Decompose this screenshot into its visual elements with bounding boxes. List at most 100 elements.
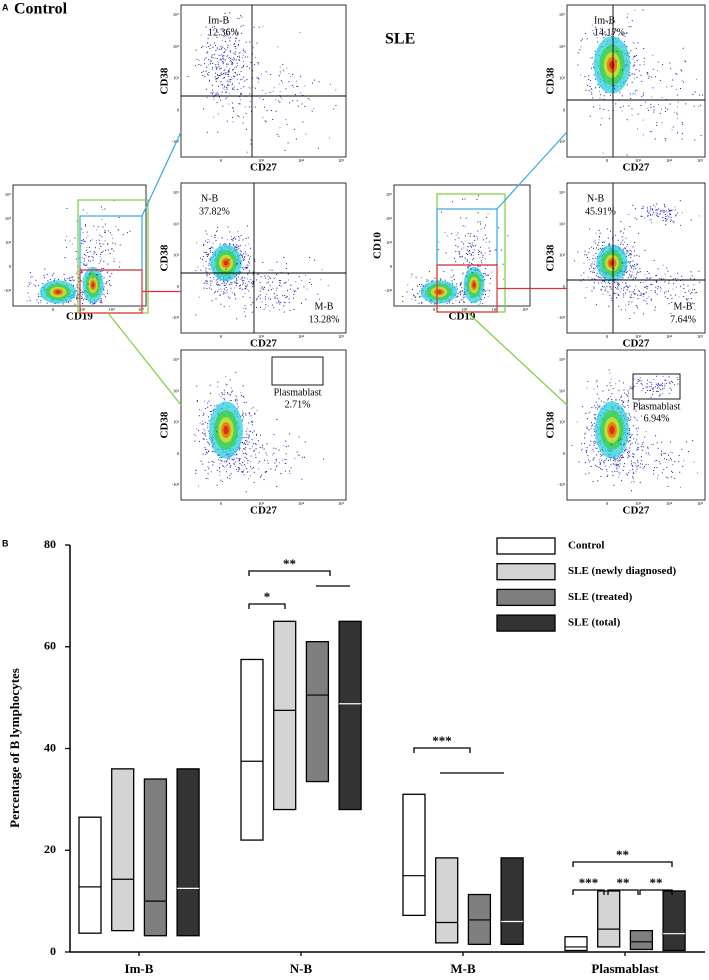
cell-dot bbox=[421, 301, 423, 303]
cell-dot bbox=[640, 282, 642, 284]
cell-dot bbox=[254, 259, 256, 261]
cell-dot bbox=[611, 399, 613, 400]
cell-dot bbox=[597, 244, 599, 246]
cell-dot bbox=[638, 379, 640, 381]
cell-dot bbox=[237, 45, 239, 47]
cell-dot bbox=[262, 99, 264, 101]
cell-dot bbox=[591, 30, 593, 32]
cell-dot bbox=[629, 264, 631, 266]
cell-dot bbox=[605, 465, 607, 467]
cell-dot bbox=[242, 66, 244, 68]
cell-dot bbox=[614, 286, 616, 288]
cell-dot bbox=[297, 288, 299, 290]
cell-dot bbox=[634, 263, 636, 265]
cell-dot bbox=[210, 251, 211, 253]
cell-dot bbox=[457, 292, 459, 294]
cell-dot bbox=[282, 63, 284, 65]
cell-dot bbox=[285, 302, 287, 304]
cell-dot bbox=[666, 209, 668, 211]
cell-dot bbox=[474, 239, 476, 241]
cell-dot bbox=[257, 62, 259, 63]
dot-cloud bbox=[585, 425, 698, 492]
cell-dot bbox=[467, 253, 468, 255]
dot-cloud bbox=[577, 9, 654, 120]
cell-dot bbox=[653, 473, 655, 475]
cell-dot bbox=[671, 129, 673, 131]
cell-dot bbox=[257, 468, 259, 470]
cell-dot bbox=[234, 45, 236, 47]
cell-dot bbox=[216, 92, 218, 94]
cell-dot bbox=[611, 393, 613, 395]
cell-dot bbox=[209, 79, 210, 81]
cell-dot bbox=[657, 383, 659, 385]
cell-dot bbox=[599, 276, 601, 278]
cell-dot bbox=[219, 457, 220, 459]
cell-dot bbox=[258, 78, 260, 80]
cell-dot bbox=[241, 267, 243, 269]
cell-dot bbox=[231, 292, 233, 294]
cell-dot bbox=[40, 300, 42, 302]
cell-dot bbox=[276, 289, 277, 291]
cell-dot bbox=[242, 413, 244, 415]
cell-dot bbox=[616, 470, 618, 472]
cell-dot bbox=[248, 434, 250, 436]
cell-dot bbox=[238, 458, 240, 460]
cell-dot bbox=[221, 461, 223, 463]
cell-dot bbox=[459, 294, 461, 296]
cell-dot bbox=[232, 238, 234, 240]
cell-dot bbox=[229, 12, 231, 14]
cell-dot bbox=[622, 239, 624, 241]
cell-dot bbox=[678, 461, 680, 463]
cell-dot bbox=[595, 232, 597, 234]
cell-dot bbox=[232, 69, 234, 71]
cell-dot bbox=[457, 295, 459, 297]
cell-dot bbox=[87, 266, 89, 268]
cell-dot bbox=[613, 235, 614, 237]
cell-dot bbox=[219, 284, 221, 286]
cell-dot bbox=[113, 250, 115, 252]
cell-dot bbox=[434, 303, 435, 305]
cell-dot bbox=[261, 73, 262, 75]
cell-dot bbox=[227, 29, 229, 31]
cell-dot bbox=[593, 286, 595, 288]
cell-dot bbox=[283, 458, 285, 460]
cell-dot bbox=[596, 447, 598, 449]
cell-dot bbox=[88, 256, 90, 258]
cell-dot bbox=[682, 279, 684, 280]
cell-dot bbox=[249, 297, 251, 299]
cell-dot bbox=[600, 282, 602, 284]
cell-dot bbox=[214, 57, 216, 59]
cell-dot bbox=[224, 292, 226, 294]
cell-dot bbox=[92, 259, 94, 261]
cell-dot bbox=[238, 273, 240, 275]
cell-dot bbox=[651, 96, 653, 98]
cell-dot bbox=[636, 263, 638, 265]
cell-dot bbox=[217, 48, 219, 50]
cell-dot bbox=[646, 209, 648, 211]
cell-dot bbox=[265, 121, 267, 123]
cell-dot bbox=[586, 38, 588, 40]
cell-dot bbox=[222, 393, 224, 395]
cell-dot bbox=[249, 67, 251, 69]
cell-dot bbox=[289, 288, 291, 290]
cell-dot bbox=[239, 463, 241, 464]
cell-dot bbox=[482, 276, 484, 277]
cell-dot bbox=[230, 236, 232, 238]
cell-dot bbox=[641, 443, 643, 445]
cell-dot bbox=[632, 246, 634, 248]
cell-dot bbox=[217, 131, 219, 133]
cell-dot bbox=[407, 284, 409, 286]
cell-dot bbox=[89, 260, 91, 262]
cell-dot bbox=[584, 254, 586, 256]
cell-dot bbox=[28, 282, 30, 283]
axis-label: CD27 bbox=[250, 338, 277, 350]
cell-dot bbox=[615, 234, 617, 236]
cell-dot bbox=[210, 246, 212, 248]
cell-dot bbox=[459, 301, 460, 303]
cell-dot bbox=[659, 112, 661, 114]
cell-dot bbox=[241, 288, 243, 290]
cell-dot bbox=[640, 74, 642, 76]
cell-dot bbox=[698, 270, 700, 272]
cell-dot bbox=[652, 388, 654, 390]
cell-dot bbox=[480, 228, 482, 230]
